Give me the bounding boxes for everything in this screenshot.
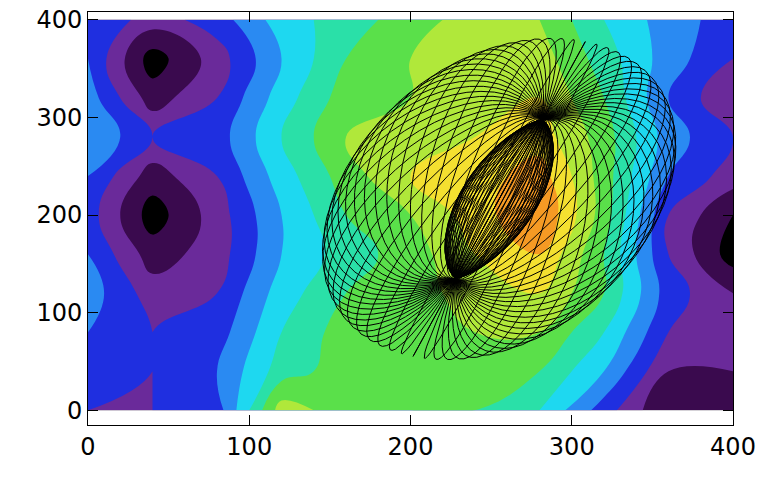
svg-text:200: 200 bbox=[36, 201, 82, 229]
svg-text:200: 200 bbox=[388, 433, 434, 461]
svg-text:400: 400 bbox=[710, 433, 756, 461]
svg-text:400: 400 bbox=[36, 6, 82, 34]
svg-text:300: 300 bbox=[549, 433, 595, 461]
svg-text:100: 100 bbox=[36, 299, 82, 327]
svg-text:300: 300 bbox=[36, 104, 82, 132]
svg-text:0: 0 bbox=[67, 397, 82, 425]
svg-text:0: 0 bbox=[80, 433, 95, 461]
svg-text:100: 100 bbox=[226, 433, 272, 461]
